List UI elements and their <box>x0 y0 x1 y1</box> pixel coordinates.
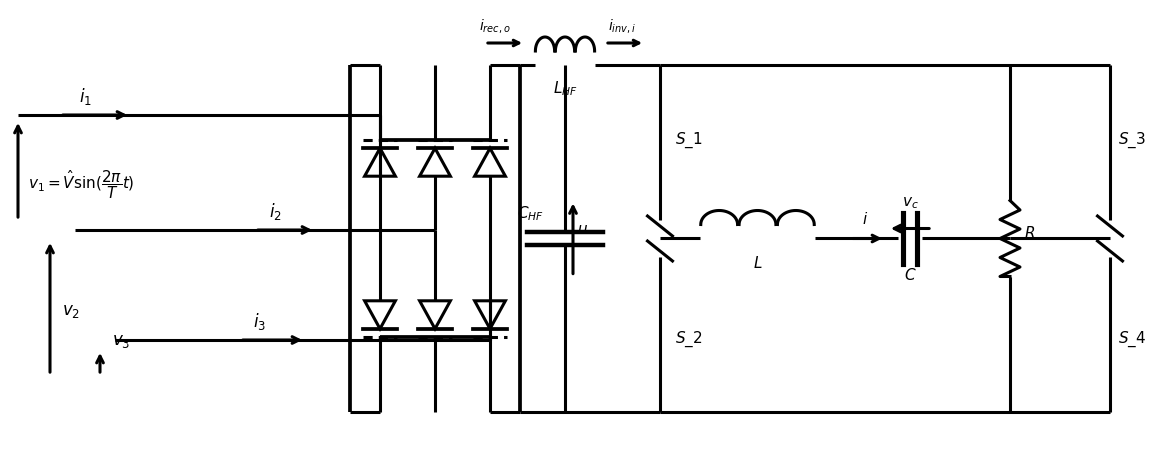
Text: $S\_1$: $S\_1$ <box>675 130 702 150</box>
Text: $S\_4$: $S\_4$ <box>1118 330 1146 350</box>
Text: $L_{HF}$: $L_{HF}$ <box>553 79 577 98</box>
Text: $i$: $i$ <box>861 211 868 226</box>
Text: $C_{HF}$: $C_{HF}$ <box>517 204 543 223</box>
Text: $v_1 = \hat{V}\sin(\dfrac{2\pi}{T}t)$: $v_1 = \hat{V}\sin(\dfrac{2\pi}{T}t)$ <box>28 169 135 202</box>
Text: $i_{rec,o}$: $i_{rec,o}$ <box>479 18 511 36</box>
Text: $C$: $C$ <box>903 267 916 284</box>
Text: $v_c$: $v_c$ <box>902 195 918 211</box>
Text: $v_2$: $v_2$ <box>62 302 80 320</box>
Text: $S\_2$: $S\_2$ <box>675 330 702 350</box>
Text: $S\_3$: $S\_3$ <box>1118 130 1146 150</box>
Text: $i_{inv,i}$: $i_{inv,i}$ <box>608 18 636 36</box>
Text: $L$: $L$ <box>752 256 763 271</box>
Text: $u$: $u$ <box>577 221 587 237</box>
Text: $R$: $R$ <box>1024 225 1036 242</box>
Text: $i_2$: $i_2$ <box>268 201 281 222</box>
Text: $i_3$: $i_3$ <box>253 311 267 332</box>
Text: $i_1$: $i_1$ <box>79 86 92 107</box>
Text: $v_3$: $v_3$ <box>111 332 130 350</box>
